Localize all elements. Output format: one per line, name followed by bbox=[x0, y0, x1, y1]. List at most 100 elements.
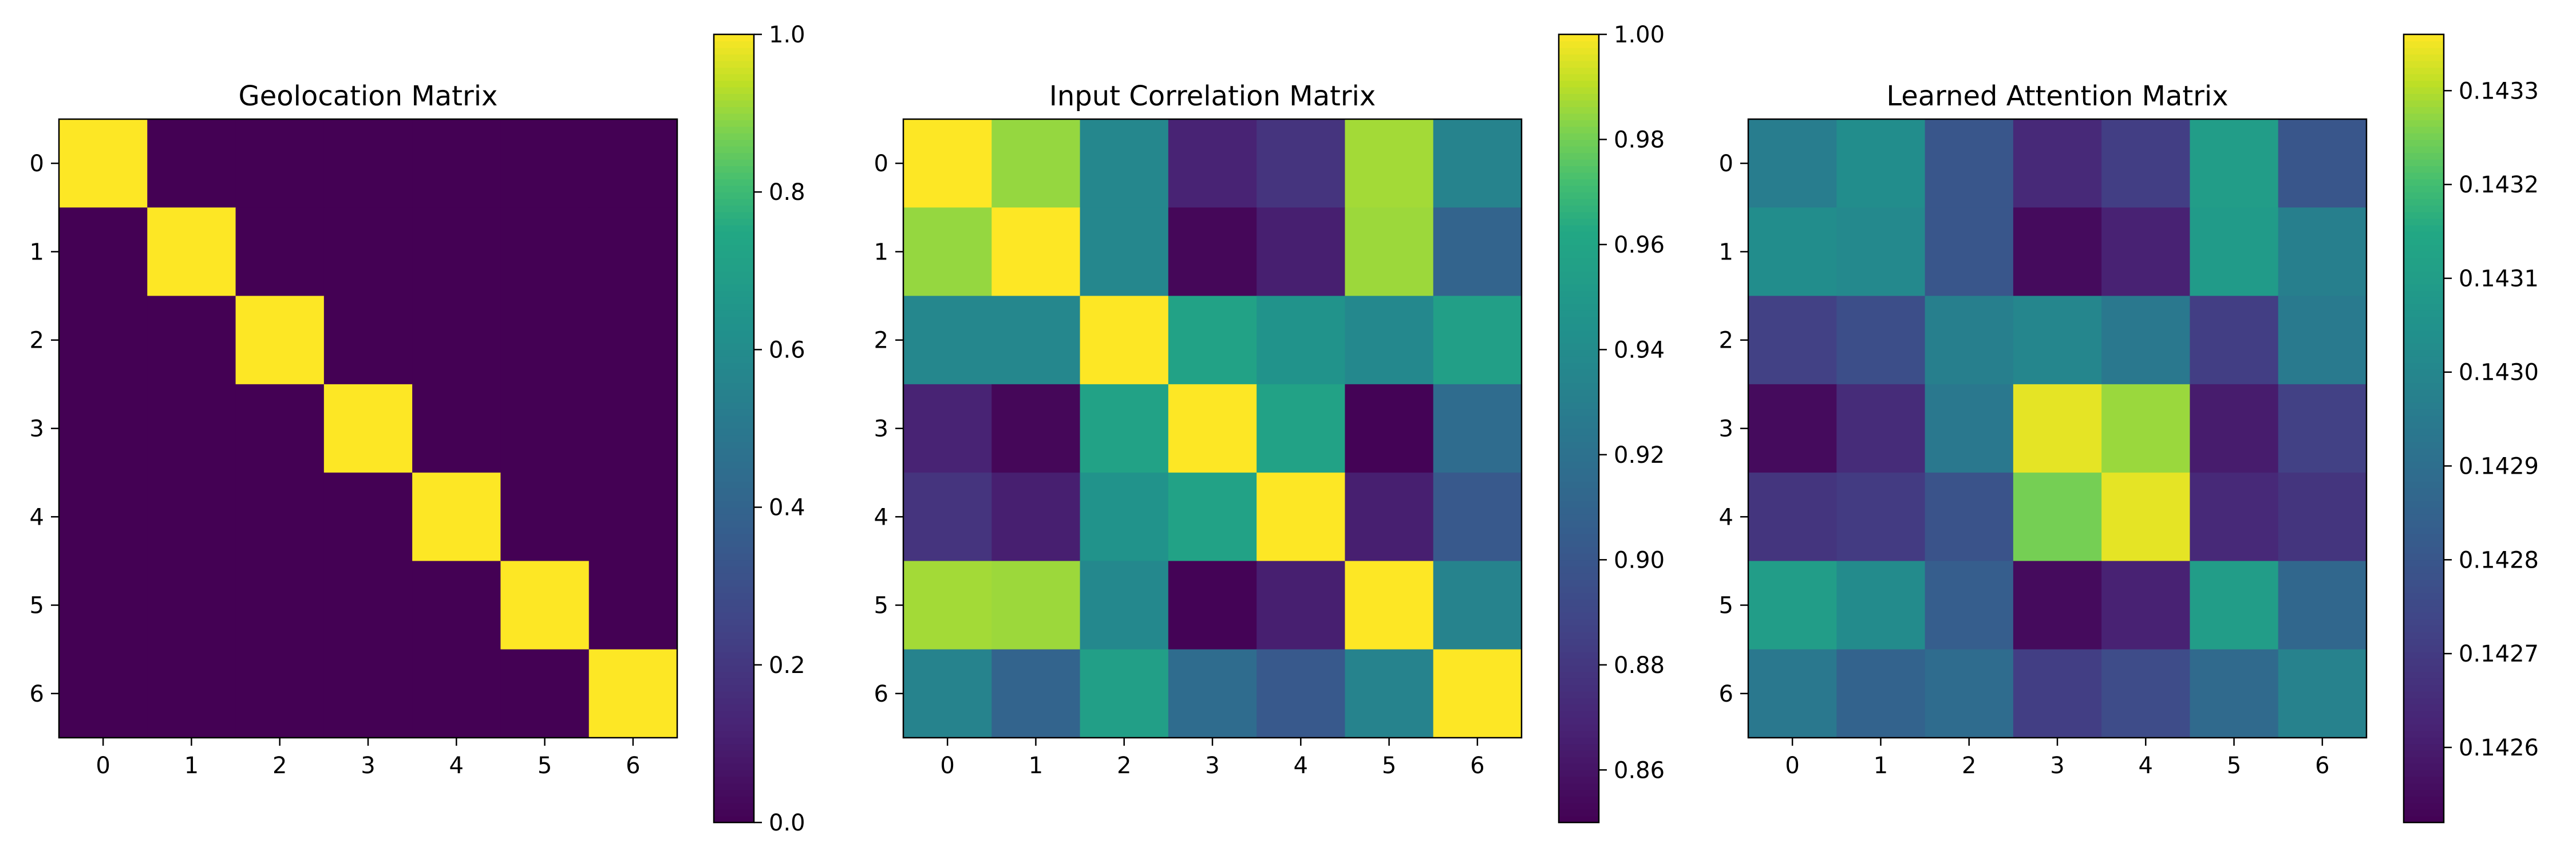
heatmap-cell bbox=[2190, 207, 2279, 297]
colorbar-tick-label: 0.6 bbox=[769, 337, 805, 363]
heatmap-cell bbox=[588, 384, 678, 473]
colorbar-segment bbox=[2404, 586, 2444, 593]
heatmap-cell bbox=[147, 473, 236, 562]
colorbar-segment bbox=[714, 507, 754, 514]
colorbar-segment bbox=[1559, 270, 1599, 278]
colorbar-segment bbox=[2404, 336, 2444, 344]
colorbar-segment bbox=[714, 809, 754, 817]
colorbar-segment bbox=[2404, 501, 2444, 508]
colorbar-segment bbox=[2404, 34, 2444, 42]
colorbar-segment bbox=[714, 757, 754, 764]
heatmap-cell bbox=[2013, 561, 2102, 650]
colorbar-segment bbox=[714, 763, 754, 771]
colorbar-segment bbox=[2404, 514, 2444, 521]
heatmap-cell bbox=[323, 296, 413, 385]
heatmap-cell bbox=[500, 561, 590, 650]
colorbar-segment bbox=[2404, 67, 2444, 74]
colorbar-segment bbox=[2404, 304, 2444, 311]
heatmap-cell bbox=[235, 207, 325, 297]
colorbar-segment bbox=[1559, 599, 1599, 607]
colorbar-segment bbox=[2404, 120, 2444, 127]
colorbar-segment bbox=[2404, 139, 2444, 147]
colorbar-tick-label: 0.0 bbox=[769, 810, 805, 836]
colorbar-segment bbox=[714, 743, 754, 751]
y-tick-label: 3 bbox=[874, 416, 888, 442]
heatmap-cell bbox=[2101, 119, 2191, 208]
colorbar-segment bbox=[1559, 408, 1599, 416]
colorbar-segment bbox=[714, 211, 754, 219]
colorbar-segment bbox=[2404, 317, 2444, 324]
colorbar-segment bbox=[2404, 343, 2444, 351]
colorbar-segment bbox=[2404, 704, 2444, 711]
colorbar-segment bbox=[714, 100, 754, 107]
colorbar-segment bbox=[714, 41, 754, 48]
heatmap-cell bbox=[2278, 207, 2367, 297]
colorbar-segment bbox=[1559, 369, 1599, 377]
colorbar-segment bbox=[1559, 481, 1599, 488]
colorbar-segment bbox=[1559, 743, 1599, 751]
colorbar: 0.1426 0.1427 0.1428 0.1429 0.1430 0.1431 0.14… bbox=[2403, 33, 2539, 824]
colorbar-segment bbox=[1559, 658, 1599, 666]
colorbar-segment bbox=[2404, 763, 2444, 771]
colorbar-segment bbox=[714, 527, 754, 534]
heatmap-cell bbox=[235, 649, 325, 738]
heatmap-cell bbox=[2101, 296, 2191, 385]
panel-input-correlation-matrix: Input Correlation Matrix 0 1 2 3 4 5 601234560… bbox=[874, 22, 1665, 824]
panel-title: Geolocation Matrix bbox=[239, 80, 498, 112]
colorbar-segment bbox=[714, 645, 754, 652]
heatmap-cell bbox=[1836, 207, 1926, 297]
colorbar-segment bbox=[2404, 218, 2444, 226]
colorbar-segment bbox=[2404, 612, 2444, 620]
x-tick-label: 1 bbox=[1029, 753, 1043, 779]
heatmap-cell bbox=[2101, 649, 2191, 738]
heatmap-cell bbox=[1433, 119, 1522, 208]
colorbar-segment bbox=[714, 349, 754, 357]
heatmap-cell bbox=[412, 296, 501, 385]
colorbar-segment bbox=[1559, 514, 1599, 521]
colorbar-segment bbox=[2404, 487, 2444, 495]
colorbar-segment bbox=[1559, 34, 1599, 42]
colorbar-segment bbox=[714, 494, 754, 501]
heatmap-cell bbox=[1925, 649, 2014, 738]
y-axis: 0 1 2 3 4 5 6 bbox=[30, 151, 59, 707]
colorbar-segment bbox=[1559, 113, 1599, 120]
heatmap-cell bbox=[2101, 207, 2191, 297]
heatmap-cell bbox=[1836, 561, 1926, 650]
heatmap-cell bbox=[1080, 207, 1169, 297]
colorbar-segment bbox=[2404, 198, 2444, 206]
colorbar-segment bbox=[714, 638, 754, 646]
colorbar-segment bbox=[714, 454, 754, 462]
colorbar-segment bbox=[1559, 60, 1599, 68]
x-tick-label: 5 bbox=[1382, 753, 1396, 779]
colorbar-segment bbox=[2404, 717, 2444, 725]
colorbar-segment bbox=[714, 566, 754, 574]
colorbar-segment bbox=[714, 270, 754, 278]
colorbar: 0.86 0.88 0.90 0.92 0.94 0.96 0.98 1.00 bbox=[1558, 22, 1665, 824]
x-tick-label: 6 bbox=[2315, 753, 2329, 779]
colorbar-segment bbox=[2404, 560, 2444, 567]
x-tick-label: 6 bbox=[626, 753, 640, 779]
colorbar-segment bbox=[1559, 152, 1599, 160]
colorbar-segment bbox=[2404, 113, 2444, 120]
colorbar-segment bbox=[714, 343, 754, 351]
heatmap-cell bbox=[2278, 561, 2367, 650]
colorbar-segment bbox=[714, 120, 754, 127]
heatmap-cell bbox=[991, 296, 1081, 385]
y-tick-label: 0 bbox=[30, 151, 44, 177]
heatmap-cell bbox=[2190, 384, 2279, 473]
y-tick-label: 5 bbox=[1719, 593, 1733, 619]
heatmap-cell bbox=[2278, 649, 2367, 738]
colorbar-segment bbox=[2404, 277, 2444, 285]
heatmap-cell bbox=[991, 207, 1081, 297]
colorbar-segment bbox=[1559, 145, 1599, 153]
colorbar-segment bbox=[2404, 211, 2444, 219]
y-tick-label: 1 bbox=[30, 239, 44, 265]
colorbar-segment bbox=[1559, 382, 1599, 389]
y-tick-label: 5 bbox=[30, 593, 44, 619]
colorbar-segment bbox=[2404, 60, 2444, 68]
colorbar-segment bbox=[2404, 507, 2444, 514]
heatmap-cell bbox=[1168, 561, 1257, 650]
heatmap-cell bbox=[2013, 473, 2102, 562]
